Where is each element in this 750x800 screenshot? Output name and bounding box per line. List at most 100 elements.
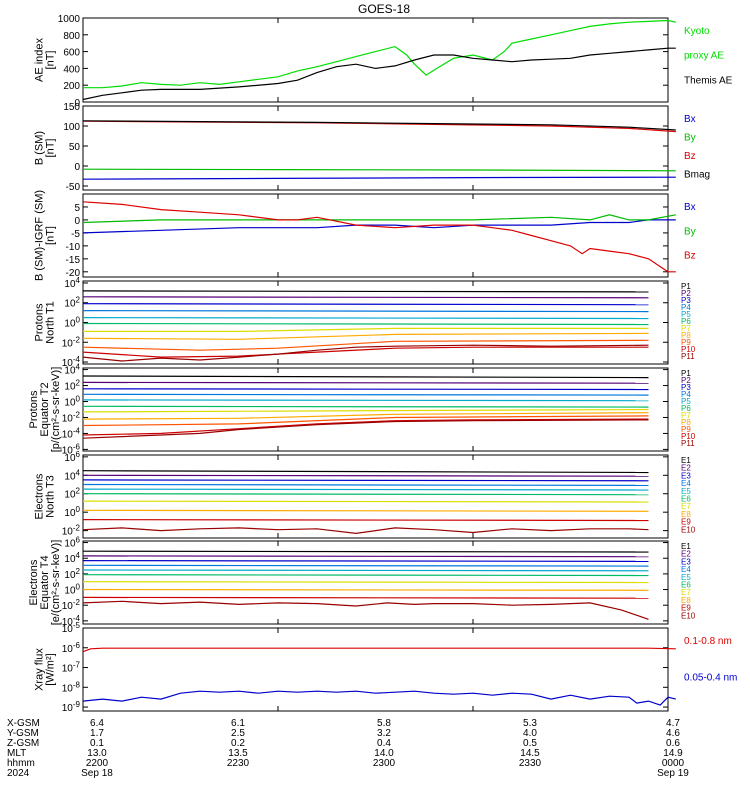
- x-tick-label: 0.6: [666, 738, 680, 749]
- y-tick-label: 0: [74, 98, 80, 109]
- series-e4: [82, 483, 649, 486]
- y-axis-label: [W/m²]: [45, 653, 57, 685]
- x-row-label: Y-GSM: [7, 728, 39, 739]
- series-bz: [82, 201, 676, 273]
- legend-label: P1: [681, 369, 691, 378]
- legend-label: E4: [681, 479, 691, 488]
- legend-label: E10: [681, 525, 696, 534]
- legend-label: E1: [681, 456, 691, 465]
- legend-label: E5: [681, 487, 691, 496]
- y-axis-label: Electrons: [34, 473, 46, 519]
- series-p3: [82, 303, 649, 306]
- legend-label: E1: [681, 542, 691, 551]
- legend-label: P10: [681, 432, 696, 441]
- legend-label: E7: [681, 502, 691, 511]
- series-p4: [82, 310, 649, 313]
- y-tick-label: 102: [64, 567, 80, 581]
- series-kyoto-proxy-ae: [83, 19, 676, 89]
- series-p3: [82, 388, 649, 391]
- y-axis-label: B (SM): [34, 131, 46, 165]
- series-by: [82, 214, 676, 224]
- series-p9: [82, 415, 649, 427]
- series-e9: [82, 596, 649, 599]
- series-p5: [82, 317, 649, 320]
- x-tick-label: 14.0: [374, 748, 394, 759]
- legend-label: proxy AE: [684, 51, 724, 62]
- y-tick-label: 100: [64, 583, 80, 597]
- series-e1: [82, 470, 649, 474]
- series-bmag: [82, 120, 676, 131]
- x-row-label: MLT: [7, 748, 26, 759]
- legend-label: Bz: [684, 251, 696, 262]
- y-tick-label: 102: [64, 296, 80, 310]
- series-e6: [82, 574, 649, 577]
- y-tick-label: 102: [64, 379, 80, 393]
- legend-label: E4: [681, 565, 691, 574]
- panel-frame: [82, 627, 669, 712]
- legend-label: P7: [681, 411, 691, 420]
- legend-label: P9: [681, 338, 691, 347]
- y-axis-label: AE index: [34, 37, 46, 82]
- series-themis-ae: [82, 47, 676, 101]
- y-axis-label: Equator T2: [39, 382, 51, 436]
- panel-frame: [82, 193, 669, 278]
- y-tick-label: 400: [63, 64, 80, 75]
- series-e4: [82, 564, 649, 567]
- series-e7: [82, 500, 649, 503]
- panel-xray: 10-5 10-6 10-7 10-8 10-9 Xray flux [W/m²] 0.1-0…: [34, 621, 738, 714]
- series-p6: [82, 405, 649, 408]
- y-tick-label: 1000: [58, 14, 81, 25]
- x-tick-label: 5.3: [523, 718, 537, 729]
- x-tick-label: 2230: [227, 758, 250, 769]
- legend-label: P11: [681, 439, 695, 448]
- panel-b_igrf: 5 0 -5 -10 -15 -20 B (SM)-IGRF (SM) [nT] Bx By Bz: [34, 190, 696, 281]
- series-bx: [82, 219, 676, 234]
- y-tick-label: 10-2: [62, 335, 81, 349]
- x-tick-label: 13.0: [87, 748, 107, 759]
- y-tick-label: 104: [64, 468, 80, 482]
- x-row-label: X-GSM: [7, 718, 40, 729]
- x-row-label: Z-GSM: [7, 738, 39, 749]
- series-p6: [82, 322, 649, 326]
- legend-label: P4: [681, 303, 691, 312]
- legend-label: P2: [681, 376, 691, 385]
- panel-frame: [82, 17, 669, 103]
- series-e8: [82, 509, 649, 512]
- series-p10: [82, 346, 649, 358]
- x-tick-label: 4.0: [523, 728, 537, 739]
- legend-label: Kyoto: [684, 26, 710, 37]
- x-row-label: hhmm: [7, 758, 35, 769]
- x-tick-label: 14.5: [520, 748, 540, 759]
- x-tick-label: 2330: [519, 758, 542, 769]
- series-e5: [82, 488, 649, 491]
- series-p7: [83, 327, 649, 332]
- legend-label: P5: [681, 310, 691, 319]
- panel-b_sm: 150 100 50 0 -50 B (SM) [nT] Bx By Bz Bmag: [34, 102, 711, 193]
- x-tick-label: Sep 19: [657, 768, 689, 779]
- x-tick-label: 4.6: [666, 728, 680, 739]
- y-axis-label: [p/(cm²-s-sr-keV)]: [50, 367, 62, 453]
- x-tick-label: 4.7: [666, 718, 680, 729]
- legend-label: E5: [681, 573, 691, 582]
- x-tick-label: 3.2: [377, 728, 391, 739]
- y-tick-label: 104: [64, 551, 80, 565]
- legend-label: E9: [681, 518, 691, 527]
- legend-label: P3: [681, 296, 691, 305]
- legend-label: E8: [681, 596, 691, 605]
- y-tick-label: -20: [66, 268, 81, 279]
- y-tick-label: 106: [64, 536, 80, 550]
- series-e8: [82, 588, 649, 591]
- y-axis-label: North T3: [45, 475, 57, 518]
- x-tick-label: 0.2: [231, 738, 245, 749]
- y-axis-label: [nT]: [45, 139, 57, 158]
- y-tick-label: 600: [63, 48, 80, 59]
- series-e3: [82, 559, 649, 563]
- series-p10: [82, 418, 649, 436]
- y-tick-label: 104: [64, 276, 80, 290]
- series-p9: [82, 339, 649, 351]
- x-tick-label: 6.4: [90, 718, 104, 729]
- x-tick-label: 1.7: [90, 728, 104, 739]
- legend-label: E2: [681, 550, 691, 559]
